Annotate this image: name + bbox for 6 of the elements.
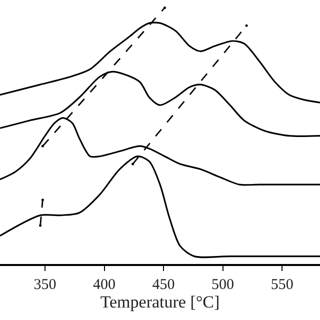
x-tick-label: 400	[93, 276, 116, 293]
x-tick-label: 500	[212, 276, 234, 293]
x-tick-label: 350	[34, 276, 56, 293]
x-tick-label: 450	[152, 276, 175, 293]
x-tick-label: 550	[270, 276, 294, 293]
x-axis-title: Temperature [°C]	[100, 292, 220, 312]
